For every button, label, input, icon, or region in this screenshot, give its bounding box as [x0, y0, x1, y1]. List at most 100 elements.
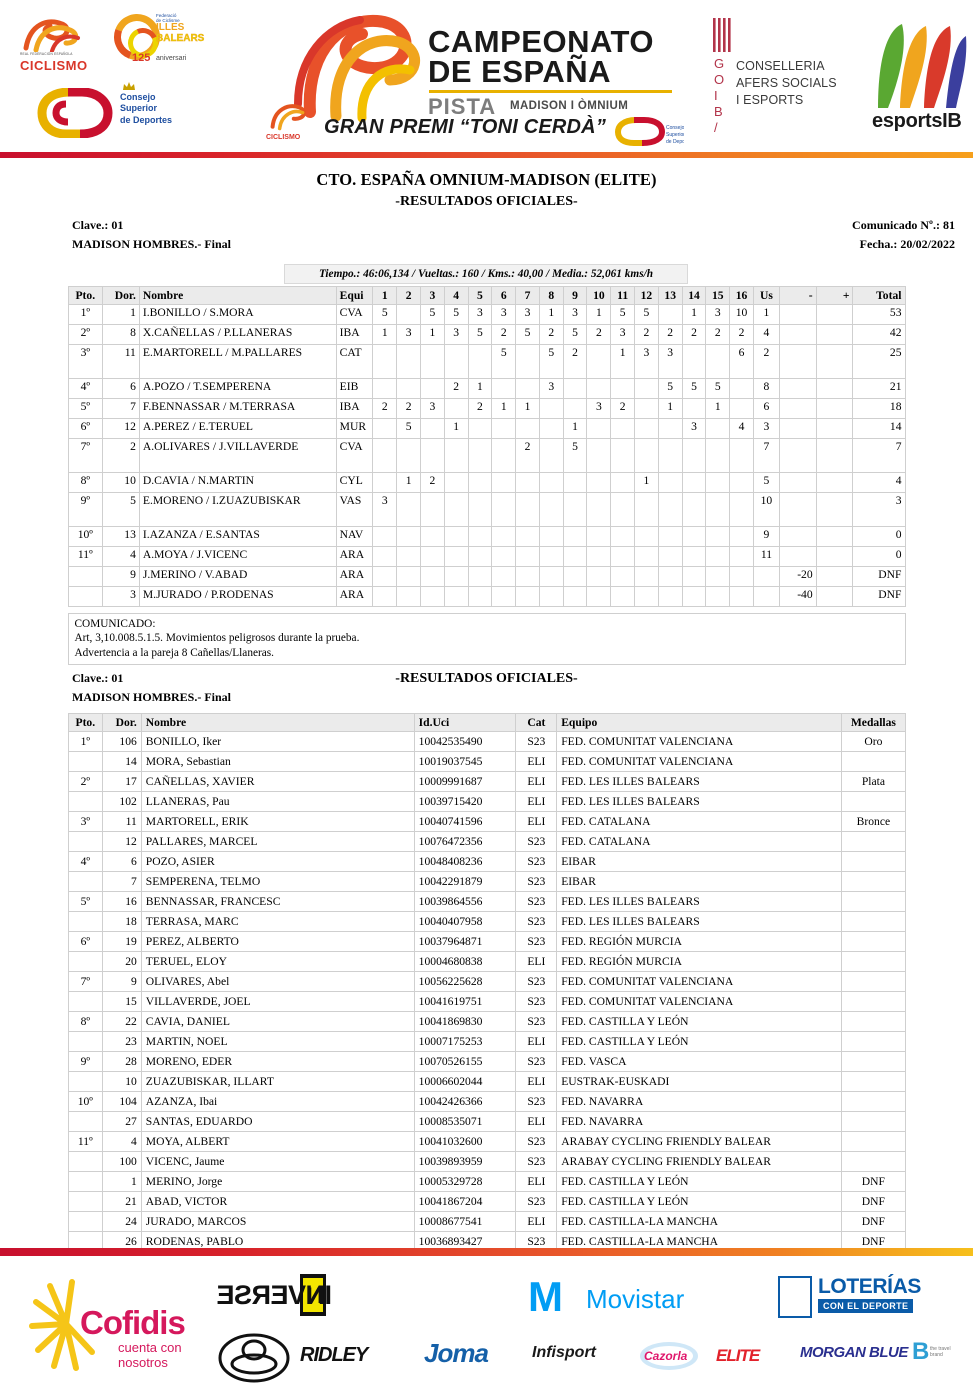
- sprint-cell: [705, 418, 731, 439]
- rider-cell: [841, 891, 906, 913]
- riders-detail-table: Pto. Dor. Nombre Id.Uci Cat Equipo Medallas 1º…: [67, 713, 906, 1253]
- header-divider-rule: [0, 152, 973, 158]
- sprint-cell: F.BENNASSAR / M.TERRASA: [138, 398, 337, 419]
- sprint-cell: NAV: [335, 526, 374, 547]
- sprint-cell: [586, 492, 612, 527]
- rider-cell: [841, 991, 906, 1013]
- sprint-cell: 0: [852, 526, 906, 547]
- table-row: 11º 4 A.MOYA / J.VICENC ARA 11 0: [67, 546, 906, 567]
- sprint-cell: 4: [729, 418, 754, 439]
- rider-cell: 6: [102, 851, 142, 873]
- table-row: 9º 5 E.MORENO / I.ZUAZUBISKAR VAS 3 10 3: [67, 492, 906, 527]
- sprint-cell: [657, 586, 683, 607]
- rider-cell: [841, 1131, 906, 1153]
- sprint-cell: 5: [562, 324, 588, 345]
- rider-cell: 1: [102, 1171, 142, 1193]
- sprint-cell: [705, 526, 731, 547]
- campeonato-line2: DE ESPAÑA: [428, 54, 612, 89]
- rider-cell: BENNASSAR, FRANCESC: [140, 891, 415, 913]
- sprint-cell: [420, 586, 445, 607]
- table-row: 14 MORA, Sebastian 10019037545 ELI FED. COMU…: [67, 751, 906, 773]
- sprint-cell: 5: [657, 378, 683, 399]
- sprint-cell: 5: [420, 304, 445, 325]
- sprint-cell: 3: [752, 418, 780, 439]
- rider-cell: [841, 1111, 906, 1133]
- sprint-cell: [372, 586, 398, 607]
- sprint-cell: 3: [610, 324, 636, 345]
- rider-cell: VILLAVERDE, JOEL: [140, 991, 415, 1013]
- rider-cell: 10041032600: [413, 1131, 517, 1153]
- rider-cell: ARABAY CYCLING FRIENDLY BALEAR: [556, 1151, 843, 1173]
- balearic-flag-icon: [713, 18, 731, 52]
- sprint-cell: [538, 472, 564, 493]
- rider-cell: 4º: [67, 851, 104, 873]
- sprint-cell: 2: [102, 438, 140, 473]
- rider-cell: MARTIN, NOEL: [140, 1031, 415, 1053]
- sprint-cell: [681, 344, 707, 379]
- rider-cell: S23: [515, 1051, 558, 1073]
- rider-cell: Bronce: [841, 811, 906, 833]
- sprint-cell: VAS: [335, 492, 374, 527]
- sprint-cell: [443, 586, 469, 607]
- rider-cell: 28: [102, 1051, 142, 1073]
- sprint-cell: [586, 586, 612, 607]
- sprint-col-header: Pto.: [67, 286, 104, 305]
- sprint-cell: [467, 566, 493, 587]
- sprint-cell: 3: [467, 304, 493, 325]
- rider-cell: 10040407958: [413, 911, 517, 933]
- rider-cell: [841, 1051, 906, 1073]
- esportsib-name: esportsIB: [872, 110, 962, 132]
- sprint-cell: [515, 526, 540, 547]
- sprint-cell: [372, 344, 398, 379]
- rider-cell: FED. CASTILLA Y LEÓN: [556, 1031, 843, 1053]
- sprint-col-header: 7: [515, 286, 540, 305]
- rider-cell: 21: [102, 1191, 142, 1213]
- rider-cell: 3º: [67, 811, 104, 833]
- sprint-cell: [657, 438, 683, 473]
- sprint-cell: [372, 546, 398, 567]
- loterias-tagline: CON EL DEPORTE: [818, 1299, 914, 1313]
- rider-cell: 102: [102, 791, 142, 813]
- rider-col-header: Cat: [515, 713, 558, 733]
- loterias-name: LOTERÍAS: [818, 1275, 921, 1298]
- sprint-cell: [634, 438, 659, 473]
- rider-cell: MORENO, EDER: [140, 1051, 415, 1073]
- balears-label: BALEARS: [156, 33, 205, 44]
- rider-cell: LLANERAS, Pau: [140, 791, 415, 813]
- rider-col-header: Id.Uci: [413, 713, 517, 733]
- anniversary-label: aniversari: [156, 55, 187, 62]
- sprint-cell: 2: [610, 398, 636, 419]
- sprint-cell: [815, 418, 854, 439]
- sprint-cell: 10: [729, 304, 754, 325]
- sprint-cell: 3: [396, 324, 421, 345]
- rider-cell: 9º: [67, 1051, 104, 1073]
- rider-cell: 10040741596: [413, 811, 517, 833]
- table-row: 100 VICENC, Jaume 10039893959 S23 ARABAY CYC…: [67, 1151, 906, 1173]
- sprint-col-header: Dor.: [102, 286, 140, 305]
- rider-cell: 27: [102, 1111, 142, 1133]
- sprint-cell: [705, 566, 731, 587]
- sprint-cell: [491, 472, 517, 493]
- sprint-cell: 53: [852, 304, 906, 325]
- sprint-table-body: 1º 1 I.BONILLO / S.MORA CVA 5 5 5 3 3 3 1 3 1 5 5 1 3 10 1…: [67, 304, 906, 607]
- table-row: 23 MARTIN, NOEL 10007175253 ELI FED. CASTILL…: [67, 1031, 906, 1053]
- sprint-cell: CAT: [335, 344, 374, 379]
- rfec-name: CICLISMO: [20, 58, 88, 73]
- sprint-cell: [372, 526, 398, 547]
- sprint-col-header: 8: [538, 286, 564, 305]
- sprint-cell: [562, 546, 588, 567]
- rider-cell: 1º: [67, 731, 104, 753]
- rider-cell: 18: [102, 911, 142, 933]
- sprint-cell: E.MARTORELL / M.PALLARES: [138, 344, 337, 379]
- sprint-col-header: 6: [491, 286, 517, 305]
- sprint-cell: 5: [538, 344, 564, 379]
- crown-icon: [123, 82, 135, 90]
- sprint-cell: [562, 586, 588, 607]
- sprint-cell: 5: [467, 324, 493, 345]
- sprint-cell: 21: [852, 378, 906, 399]
- sprint-col-header: 4: [443, 286, 469, 305]
- sprint-cell: [396, 586, 421, 607]
- toyota-logo-icon: [218, 1333, 290, 1383]
- rider-cell: ABAD, VICTOR: [140, 1191, 415, 1213]
- sprint-col-header: Total: [852, 286, 906, 305]
